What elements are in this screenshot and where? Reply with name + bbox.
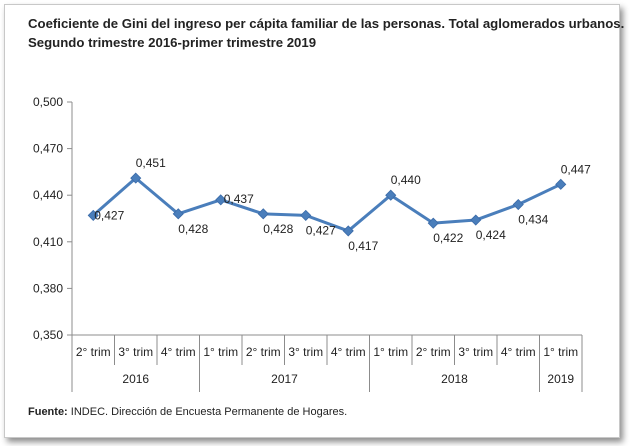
chart-title-block: Coeficiente de Gini del ingreso per cápi… [28,14,625,52]
x-tick-label: 2° trim [416,345,451,359]
x-tick-label: 4° trim [501,345,536,359]
x-tick-label: 3° trim [458,345,493,359]
data-point-marker [215,194,227,206]
chart-title: Coeficiente de Gini del ingreso per cápi… [28,16,625,31]
data-point-marker [257,208,269,220]
y-tick-label: 0,380 [33,281,63,295]
data-point-marker [130,172,142,184]
data-label: 0,417 [348,239,378,253]
series-line [92,176,562,233]
data-label: 0,447 [561,162,591,176]
data-point-marker [555,178,567,190]
x-tick-label: 4° trim [161,345,196,359]
data-point-marker [342,225,354,237]
y-tick-label: 0,440 [33,188,63,202]
data-point-marker [300,209,312,221]
data-label: 0,451 [136,156,166,170]
data-point-marker [470,214,482,226]
y-tick-label: 0,350 [33,328,63,342]
y-tick-label: 0,500 [33,95,63,109]
data-point-marker [427,217,439,229]
data-label: 0,437 [224,192,254,206]
x-tick-label: 3° trim [288,345,323,359]
x-year-label: 2018 [441,372,468,386]
data-point-marker [385,189,397,201]
data-label: 0,427 [306,223,336,237]
data-label: 0,424 [476,228,506,242]
x-tick-label: 3° trim [118,345,153,359]
x-tick-label: 1° trim [203,345,238,359]
data-point-marker [87,209,99,221]
y-tick-label: 0,410 [33,235,63,249]
chart-frame [4,4,620,438]
y-tick-label: 0,470 [33,142,63,156]
source-text: INDEC. Dirección de Encuesta Permanente … [67,406,348,418]
data-label: 0,428 [178,222,208,236]
x-year-label: 2019 [547,372,574,386]
x-tick-label: 1° trim [543,345,578,359]
data-label: 0,440 [391,173,421,187]
x-year-label: 2016 [122,372,149,386]
data-label: 0,422 [433,231,463,245]
data-label: 0,427 [94,208,124,222]
chart-subtitle: Segundo trimestre 2016-primer trimestre … [28,35,317,50]
data-point-marker [512,198,524,211]
x-tick-label: 2° trim [76,345,111,359]
source-note: Fuente: INDEC. Dirección de Encuesta Per… [28,406,347,418]
source-prefix: Fuente: [28,406,68,418]
x-tick-label: 4° trim [331,345,366,359]
x-tick-label: 1° trim [373,345,408,359]
x-tick-label: 2° trim [246,345,281,359]
data-label: 0,434 [518,213,548,227]
data-point-marker [172,208,184,220]
x-year-label: 2017 [271,372,298,386]
data-label: 0,428 [263,222,293,236]
